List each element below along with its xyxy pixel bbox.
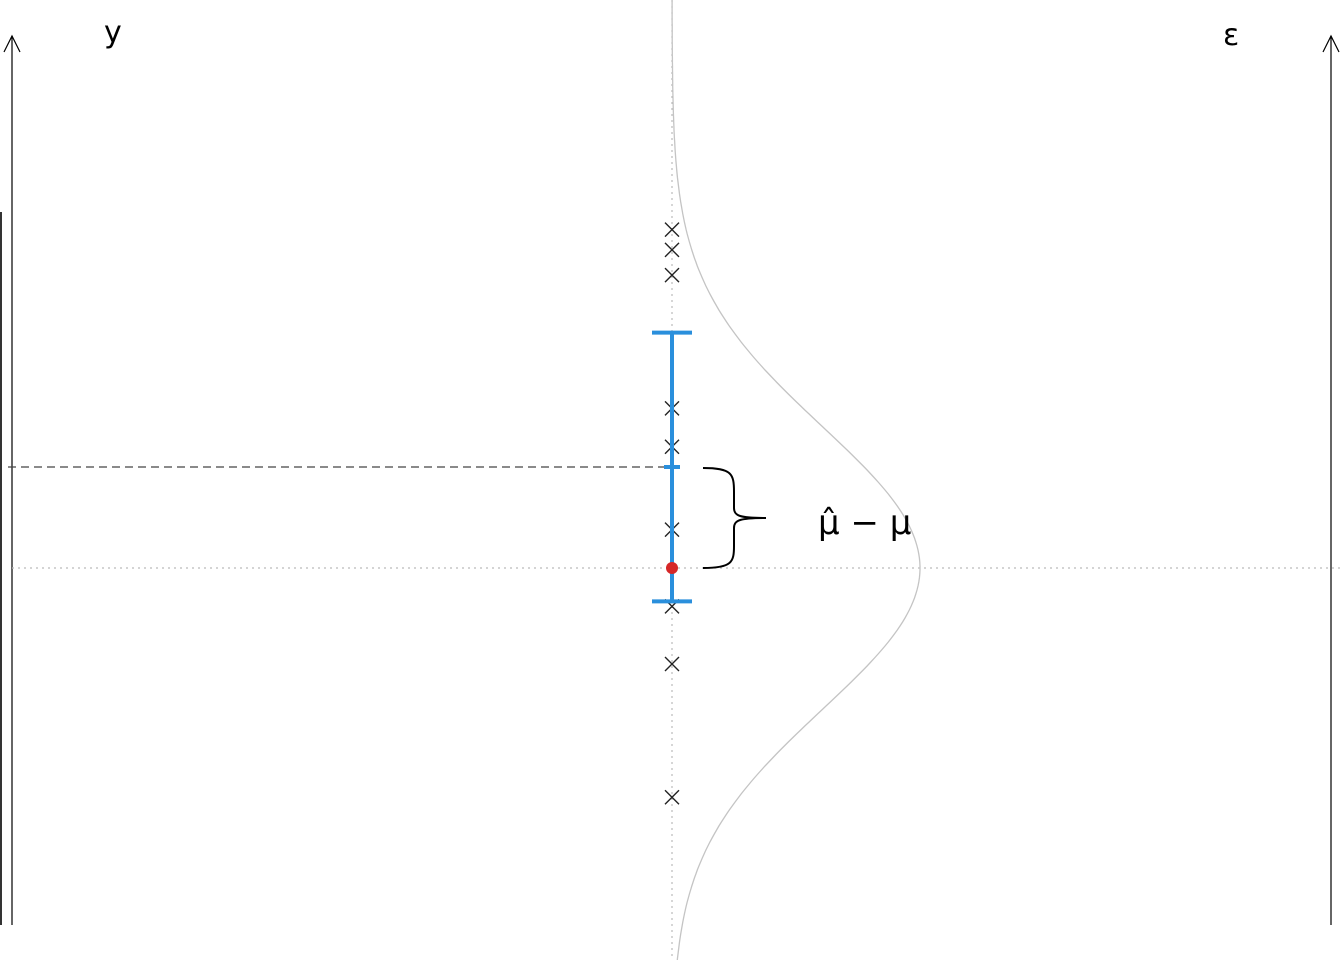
y-axis-label: y	[104, 15, 122, 50]
observation-marker	[664, 656, 680, 672]
observation-marker	[664, 267, 680, 283]
epsilon-axis: ε	[1223, 18, 1340, 925]
y-axis: y	[3, 15, 122, 925]
observation-markers	[664, 222, 680, 805]
epsilon-axis-label: ε	[1223, 18, 1239, 53]
y-axis-arrowhead	[3, 34, 21, 53]
brace-bracket	[702, 467, 767, 569]
epsilon-axis-arrowhead	[1322, 34, 1340, 53]
observation-marker	[664, 222, 680, 238]
true-mean-point	[666, 562, 678, 574]
estimation-error-label: μ̂ − μ	[818, 503, 911, 543]
density-curve	[671, 0, 921, 960]
confidence-interval	[652, 330, 692, 604]
observation-marker	[664, 242, 680, 258]
observation-marker	[664, 789, 680, 805]
